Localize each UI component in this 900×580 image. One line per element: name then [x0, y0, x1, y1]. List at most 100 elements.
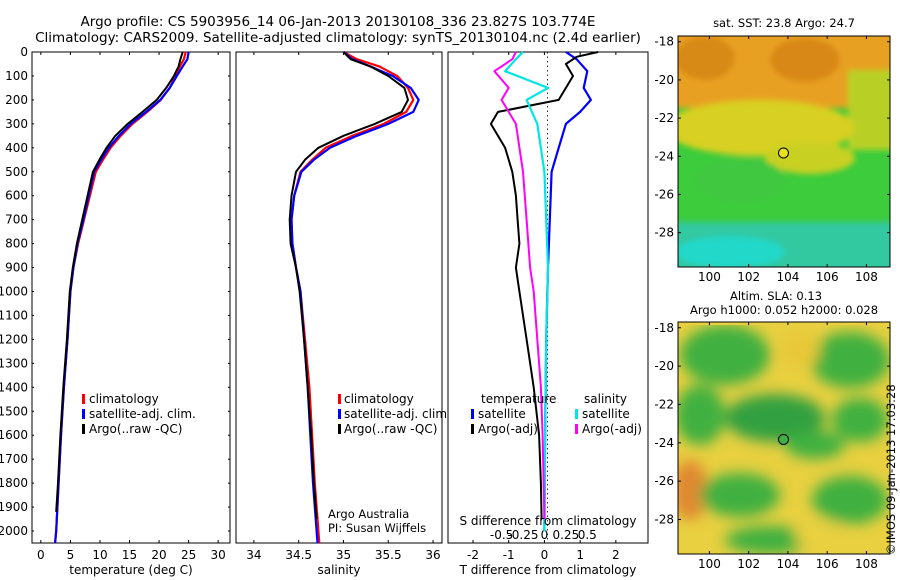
sla-map-ticks: 100 102 104 106 108 -18 -20 -22 -24 -26 -28: [654, 321, 890, 571]
map-x-tick-label: 108: [855, 557, 878, 571]
s-tick-label: -0.5: [490, 528, 513, 542]
s-tick-label: -0.25: [507, 528, 538, 542]
map-y-tick-label: -18: [654, 35, 674, 49]
legend-swatch-satellite: [82, 409, 85, 419]
salinity-axis-label: salinity: [317, 563, 360, 577]
temperature-axis-label: temperature (deg C): [69, 563, 192, 577]
sst-map-panel: sat. SST: 23.8 Argo: 24.7 100 102 104 106 10…: [654, 16, 891, 284]
x-tick-label: 34: [246, 548, 261, 562]
sst-cool-patch: [678, 236, 785, 267]
sla-map-frame: [677, 321, 891, 555]
x-tick-label: 20: [151, 548, 166, 562]
legend-label-satellite: satellite-adj. clim.: [344, 407, 451, 421]
sst-field-blobs: [678, 36, 890, 267]
map-y-tick-label: -28: [654, 512, 674, 526]
depth-tick-label: 1100: [0, 308, 28, 322]
sla-low-c: [725, 394, 825, 442]
temperature-axis-ticks: 0 5 10 15 20 25 30: [37, 52, 226, 562]
legend-swatch-argo: [82, 424, 85, 434]
map-y-tick-label: -20: [654, 359, 674, 373]
temperature-panel: 0100200300400500600700800900100011001200…: [0, 45, 648, 577]
depth-tick-label: 1200: [0, 332, 28, 346]
depth-tick-label: 1400: [0, 380, 28, 394]
legend-swatch-climatology: [338, 394, 341, 404]
legend-swatch-satellite: [338, 409, 341, 419]
sst-hot-patch-west: [678, 36, 735, 80]
sla-low-ne: [810, 332, 890, 388]
depth-tick-label: 0: [20, 45, 28, 59]
x-tick-label: 0: [541, 548, 549, 562]
depth-tick-label: 1600: [0, 428, 28, 442]
t-difference-axis-ticks: -2 -1 0 1 2: [467, 52, 620, 562]
series-line-s-argo: [493, 51, 546, 520]
map-y-tick-label: -26: [654, 474, 674, 488]
sla-high-top: [780, 332, 820, 368]
imos-watermark: ©IMOS 09-Jan-2013 17:03:28: [884, 384, 898, 555]
depth-tick-label: 1500: [0, 404, 28, 418]
x-tick-label: 2: [612, 548, 620, 562]
legend-swatch-t-satellite: [471, 409, 474, 419]
salinity-plot-frame: [235, 51, 443, 544]
x-tick-label: 1: [576, 548, 584, 562]
sla-low-bottom: [725, 526, 815, 554]
map-x-tick-label: 102: [737, 557, 760, 571]
map-y-tick-label: -26: [654, 187, 674, 201]
header-title-line1: Argo profile: CS 5903956_14 06-Jan-2013 …: [81, 14, 596, 30]
x-tick-label: 10: [92, 548, 107, 562]
depth-tick-label: 1000: [0, 285, 28, 299]
sst-map-title: sat. SST: 23.8 Argo: 24.7: [713, 16, 855, 30]
legend-label-satellite: satellite-adj. clim.: [89, 407, 196, 421]
map-x-tick-label: 106: [816, 557, 839, 571]
map-x-tick-label: 100: [698, 270, 721, 284]
map-x-tick-label: 104: [776, 557, 799, 571]
depth-tick-label: 100: [5, 69, 28, 83]
legend-title-temperature: temperature: [481, 392, 556, 406]
series-line-s-satellite: [504, 51, 550, 532]
legend-title-salinity: salinity: [584, 392, 627, 406]
sla-map-panel: Altim. SLA: 0.13 Argo h1000: 0.052 h2000…: [654, 289, 891, 571]
x-tick-label: 35.5: [375, 548, 402, 562]
map-y-tick-label: -24: [654, 149, 674, 163]
map-y-tick-label: -22: [654, 111, 674, 125]
depth-tick-label: 700: [5, 213, 28, 227]
map-y-tick-label: -20: [654, 73, 674, 87]
t-difference-axis-label: T difference from climatology: [459, 563, 637, 577]
sla-low-mid: [785, 431, 845, 459]
sla-low-se: [812, 476, 888, 524]
sla-low-nw: [680, 325, 770, 385]
legend-label-t-satellite: satellite: [478, 407, 526, 421]
difference-legend: temperature salinity satellite Argo(-adj…: [471, 392, 642, 436]
legend-label-t-argo: Argo(-adj): [478, 422, 538, 436]
temperature-plot-frame: [31, 51, 231, 544]
depth-tick-label: 2000: [0, 524, 28, 538]
x-tick-label: 25: [181, 548, 196, 562]
map-y-tick-label: -24: [654, 436, 674, 450]
sla-high-bottom: [795, 519, 845, 551]
depth-tick-label: 1300: [0, 356, 28, 370]
s-tick-label: 0.25: [552, 528, 579, 542]
map-x-tick-label: 104: [776, 270, 799, 284]
depth-tick-label: 200: [5, 93, 28, 107]
x-tick-label: 0: [37, 548, 45, 562]
series-line-t-argo: [489, 51, 599, 520]
x-tick-label: -1: [503, 548, 515, 562]
legend-swatch-climatology: [82, 394, 85, 404]
temperature-legend: climatology satellite-adj. clim. Argo(..…: [82, 392, 196, 436]
x-tick-label: 15: [122, 548, 137, 562]
x-tick-label: 30: [211, 548, 226, 562]
depth-tick-label: 300: [5, 117, 28, 131]
legend-label-argo: Argo(..raw -QC): [89, 422, 182, 436]
salinity-series: [288, 51, 420, 544]
legend-label-argo: Argo(..raw -QC): [344, 422, 437, 436]
argo-float-marker-sst: [777, 147, 789, 159]
credit-line2: PI: Susan Wijffels: [328, 521, 426, 535]
legend-label-climatology: climatology: [89, 392, 159, 406]
salinity-legend: climatology satellite-adj. clim. Argo(..…: [338, 392, 451, 436]
sla-low-w: [678, 385, 725, 445]
sla-field-blobs: [678, 325, 890, 554]
sla-map-title: Altim. SLA: 0.13: [730, 289, 822, 303]
legend-label-climatology: climatology: [344, 392, 414, 406]
depth-tick-label: 500: [5, 165, 28, 179]
legend-label-s-satellite: satellite: [582, 407, 630, 421]
legend-swatch-s-satellite: [575, 409, 578, 419]
